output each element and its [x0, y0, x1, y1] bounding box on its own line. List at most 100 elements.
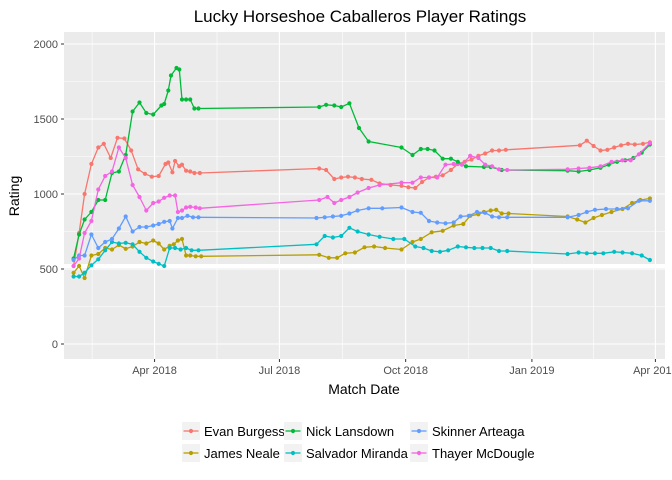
data-point: [352, 175, 357, 180]
data-point: [421, 245, 426, 251]
data-point: [89, 209, 94, 215]
data-point: [483, 210, 488, 215]
data-point: [175, 238, 180, 243]
data-point: [402, 236, 407, 242]
data-point: [584, 209, 589, 215]
data-point: [317, 166, 322, 171]
x-tick-label: Apr 2019: [633, 365, 672, 377]
data-point: [96, 145, 101, 150]
data-point: [565, 215, 570, 220]
data-point: [488, 208, 493, 213]
data-point: [103, 173, 108, 179]
data-point: [166, 160, 171, 165]
legend-item: Thayer McDougle: [410, 444, 535, 462]
data-point: [583, 220, 588, 225]
data-point: [156, 241, 161, 246]
legend-item: Evan Burgess: [182, 422, 285, 440]
data-point: [366, 139, 371, 144]
data-point: [151, 238, 156, 243]
y-tick-label: 1500: [34, 114, 58, 126]
data-point: [103, 248, 108, 253]
data-point: [455, 159, 460, 164]
data-point: [355, 190, 360, 195]
data-point: [137, 239, 142, 245]
data-point: [372, 244, 377, 249]
data-point: [184, 97, 189, 102]
legend-key-point: [188, 450, 194, 456]
data-point: [96, 245, 101, 251]
data-point: [437, 249, 443, 254]
data-point: [330, 235, 335, 240]
data-point: [399, 180, 404, 185]
data-point: [490, 214, 495, 219]
data-point: [162, 101, 167, 107]
data-point: [496, 248, 502, 254]
data-point: [179, 215, 185, 221]
data-point: [636, 198, 642, 203]
data-point: [565, 251, 570, 257]
data-point: [199, 254, 204, 259]
data-point: [314, 215, 319, 221]
data-point: [330, 214, 335, 219]
data-point: [96, 251, 101, 257]
legend-label: James Neale: [204, 446, 280, 461]
x-tick-label: Apr 2018: [132, 365, 177, 377]
data-point: [647, 257, 653, 263]
data-point: [632, 142, 637, 147]
data-point: [103, 197, 108, 203]
data-point: [96, 257, 101, 262]
data-point: [71, 270, 76, 275]
data-point: [129, 148, 134, 153]
y-tick-label: 0: [52, 339, 58, 351]
legend-item: James Neale: [182, 444, 280, 462]
data-point: [347, 101, 352, 106]
data-point: [451, 161, 456, 167]
series-5: [71, 140, 653, 269]
data-point: [144, 208, 149, 213]
data-point: [108, 155, 113, 161]
data-point: [71, 263, 76, 269]
data-point: [347, 225, 352, 230]
data-point: [366, 232, 371, 237]
data-point: [192, 106, 197, 111]
data-point: [355, 229, 360, 234]
data-point: [576, 169, 581, 174]
data-point: [446, 248, 451, 253]
data-point: [188, 169, 193, 174]
data-point: [167, 245, 172, 251]
data-point: [89, 253, 94, 258]
data-point: [188, 204, 193, 209]
data-point: [151, 200, 156, 206]
x-tick-label: Jan 2019: [509, 365, 554, 377]
data-point: [463, 245, 469, 250]
data-point: [115, 135, 120, 140]
data-point: [584, 251, 589, 256]
data-point: [339, 197, 344, 203]
data-point: [636, 152, 642, 157]
data-point: [474, 209, 480, 215]
x-tick-label: Oct 2018: [383, 365, 428, 377]
data-point: [391, 236, 396, 242]
data-point: [192, 170, 197, 176]
data-point: [89, 263, 94, 268]
data-point: [136, 167, 141, 172]
data-point: [144, 255, 149, 260]
data-point: [418, 210, 423, 215]
data-point: [468, 153, 473, 158]
data-point: [599, 212, 605, 218]
data-point: [151, 259, 156, 264]
data-point: [625, 206, 631, 211]
data-point: [625, 141, 631, 146]
data-point: [565, 167, 570, 172]
data-point: [123, 214, 128, 219]
data-point: [197, 206, 202, 211]
data-point: [377, 182, 382, 188]
data-point: [472, 245, 477, 251]
major-gridlines: [64, 32, 665, 359]
data-point: [366, 206, 371, 211]
data-point: [151, 112, 156, 117]
data-point: [193, 254, 198, 259]
data-point: [355, 208, 360, 213]
data-point: [317, 104, 322, 110]
series-4: [71, 198, 653, 263]
